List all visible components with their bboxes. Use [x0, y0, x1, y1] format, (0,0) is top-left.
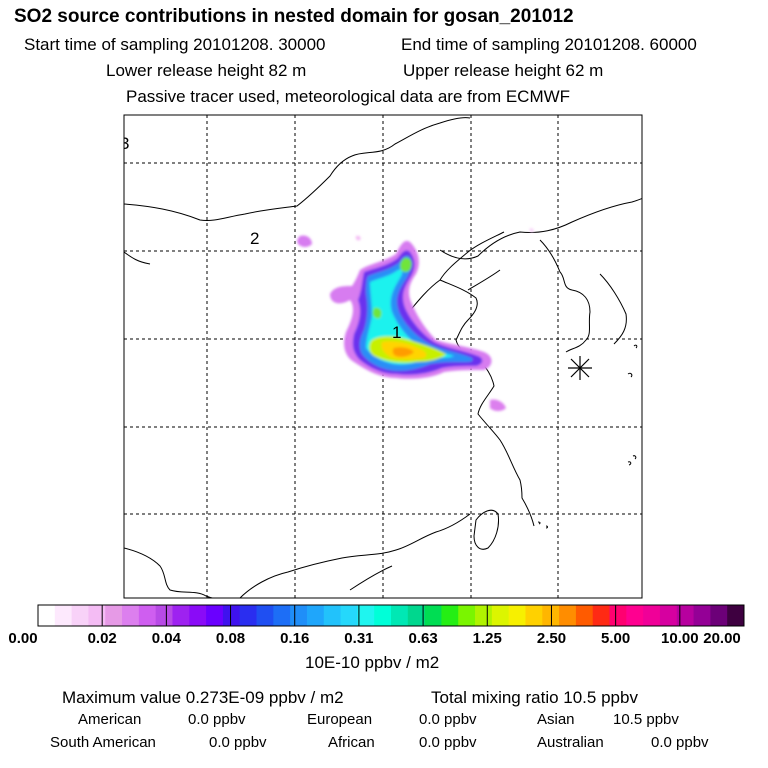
- page-title: SO2 source contributions in nested domai…: [14, 6, 574, 27]
- colorbar-frame: [37, 604, 745, 627]
- colorbar-tick-label: 0.16: [280, 630, 310, 647]
- colorbar-swatch: [138, 605, 157, 626]
- tracer-note: Passive tracer used, meteorological data…: [126, 87, 571, 106]
- colorbar-swatch: [441, 605, 459, 626]
- total-mixing-ratio: Total mixing ratio 10.5 ppbv: [431, 688, 638, 707]
- colorbar-swatch: [609, 605, 627, 626]
- colorbar-swatch: [172, 605, 190, 626]
- max-value: Maximum value 0.273E-09 ppbv / m2: [62, 688, 344, 707]
- colorbar: [37, 604, 745, 627]
- colorbar-tick-label: 2.50: [536, 630, 567, 647]
- colorbar-tick-label: 0.31: [344, 630, 374, 647]
- colorbar-swatch: [357, 605, 375, 626]
- colorbar-swatch: [38, 605, 56, 626]
- european-value: 0.0 ppbv: [419, 711, 477, 728]
- south-american-label: South American: [50, 734, 156, 751]
- colorbar-swatch: [189, 605, 207, 626]
- colorbar-swatch: [643, 605, 661, 626]
- colorbar-swatch: [391, 605, 409, 626]
- colorbar-swatch: [710, 605, 728, 626]
- australian-label: Australian: [537, 734, 604, 751]
- colorbar-swatch: [508, 605, 526, 626]
- lower-release-label: Lower release height 82 m: [106, 61, 307, 80]
- colorbar-swatch: [105, 605, 123, 626]
- colorbar-tick-label: 0.04: [151, 630, 181, 647]
- colorbar-swatch: [693, 605, 711, 626]
- colorbar-tick-label: 20.00: [703, 630, 741, 647]
- asian-label: Asian: [537, 711, 575, 728]
- coastline-borders: [124, 117, 642, 598]
- colorbar-swatch: [676, 605, 695, 626]
- colorbar-tick-label: 0.02: [87, 630, 117, 647]
- colorbar-swatch: [525, 605, 543, 626]
- colorbar-swatch: [290, 605, 308, 626]
- colorbar-swatch: [122, 605, 140, 626]
- colorbar-swatch: [306, 605, 325, 626]
- european-label: European: [307, 711, 373, 728]
- source-label-1: 1: [392, 323, 401, 342]
- colorbar-tick-label: 10.00: [661, 630, 699, 647]
- colorbar-swatch: [54, 605, 73, 626]
- colorbar-swatch: [592, 605, 611, 626]
- colorbar-swatch: [575, 605, 594, 626]
- colorbar-swatch: [424, 605, 442, 626]
- american-label: American: [78, 711, 142, 728]
- colorbar-swatch: [155, 605, 173, 626]
- colorbar-swatch: [206, 605, 224, 626]
- asterisk-icon: [568, 356, 592, 380]
- colorbar-swatch: [559, 605, 577, 626]
- colorbar-tick-label: 1.25: [472, 630, 502, 647]
- colorbar-swatch: [71, 605, 89, 626]
- colorbar-swatch: [340, 605, 358, 626]
- island-outlines: [537, 344, 638, 529]
- colorbar-swatch: [626, 605, 644, 626]
- colorbar-swatch: [374, 605, 392, 626]
- colorbar-tick-label: 0.63: [408, 630, 438, 647]
- source-label-2: 2: [250, 229, 259, 248]
- south-american-value: 0.0 ppbv: [209, 734, 267, 751]
- colorbar-swatch: [239, 605, 258, 626]
- colorbar-swatch: [88, 605, 106, 626]
- map-frame: [123, 114, 643, 599]
- colorbar-swatch: [323, 605, 342, 626]
- colorbar-swatch: [222, 605, 241, 626]
- african-value: 0.0 ppbv: [419, 734, 477, 751]
- colorbar-unit: 10E-10 ppbv / m2: [305, 653, 440, 672]
- colorbar-tick-label: 0.08: [215, 630, 246, 647]
- australian-value: 0.0 ppbv: [651, 734, 709, 751]
- colorbar-swatch: [273, 605, 291, 626]
- colorbar-swatch: [542, 605, 560, 626]
- colorbar-swatch: [458, 605, 476, 626]
- colorbar-swatch: [407, 605, 426, 626]
- upper-release-label: Upper release height 62 m: [403, 61, 604, 80]
- start-time-label: Start time of sampling 20101208. 30000: [24, 35, 326, 54]
- map-frame-contents: 3 2 1: [120, 115, 642, 598]
- colorbar-swatch: [727, 605, 745, 626]
- american-value: 0.0 ppbv: [188, 711, 246, 728]
- source-label-3: 3: [120, 134, 129, 153]
- colorbar-tick-label: 5.00: [601, 630, 631, 647]
- end-time-label: End time of sampling 20101208. 60000: [401, 35, 697, 54]
- colorbar-swatch: [491, 605, 510, 626]
- colorbar-swatch: [256, 605, 274, 626]
- asian-value: 10.5 ppbv: [613, 711, 679, 728]
- colorbar-swatch: [659, 605, 678, 626]
- african-label: African: [328, 734, 375, 751]
- colorbar-tick-label: 0.00: [8, 630, 38, 647]
- colorbar-swatch: [475, 605, 493, 626]
- so2-plume: [297, 228, 534, 411]
